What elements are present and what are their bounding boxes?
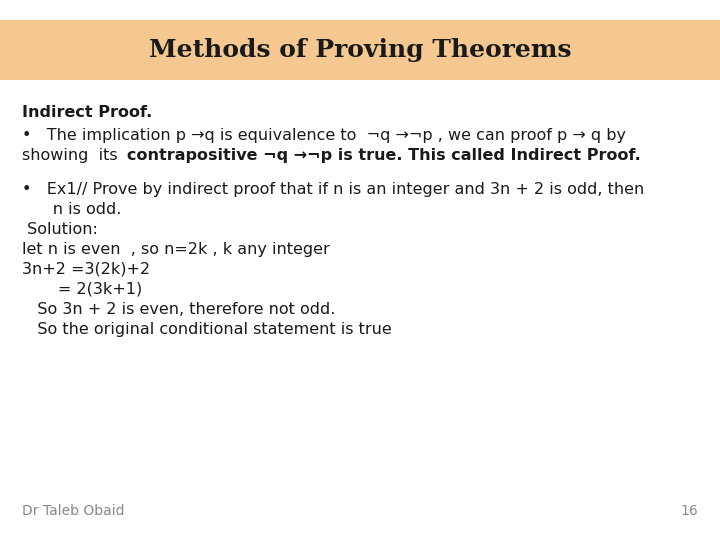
Text: Dr Taleb Obaid: Dr Taleb Obaid xyxy=(22,504,125,518)
Text: = 2(3k+1): = 2(3k+1) xyxy=(22,282,143,297)
Text: Solution:: Solution: xyxy=(22,222,98,237)
Text: Methods of Proving Theorems: Methods of Proving Theorems xyxy=(149,38,571,62)
Text: Indirect Proof.: Indirect Proof. xyxy=(22,105,152,120)
Text: •   The implication p →q is equivalence to  ¬q →¬p , we can proof p → q by: • The implication p →q is equivalence to… xyxy=(22,128,626,143)
Text: showing  its: showing its xyxy=(22,148,122,163)
Text: So 3n + 2 is even, therefore not odd.: So 3n + 2 is even, therefore not odd. xyxy=(22,302,336,317)
Text: let n is even  , so n=2k , k any integer: let n is even , so n=2k , k any integer xyxy=(22,242,330,257)
Text: 16: 16 xyxy=(680,504,698,518)
Bar xyxy=(0,20,720,80)
Text: contrapositive ¬q →¬p is true. This called Indirect Proof.: contrapositive ¬q →¬p is true. This call… xyxy=(127,148,641,163)
Text: •   Ex1// Prove by indirect proof that if n is an integer and 3n + 2 is odd, the: • Ex1// Prove by indirect proof that if … xyxy=(22,182,644,197)
Text: So the original conditional statement is true: So the original conditional statement is… xyxy=(22,322,392,337)
Text: n is odd.: n is odd. xyxy=(22,202,122,217)
Text: 3n+2 =3(2k)+2: 3n+2 =3(2k)+2 xyxy=(22,262,150,277)
